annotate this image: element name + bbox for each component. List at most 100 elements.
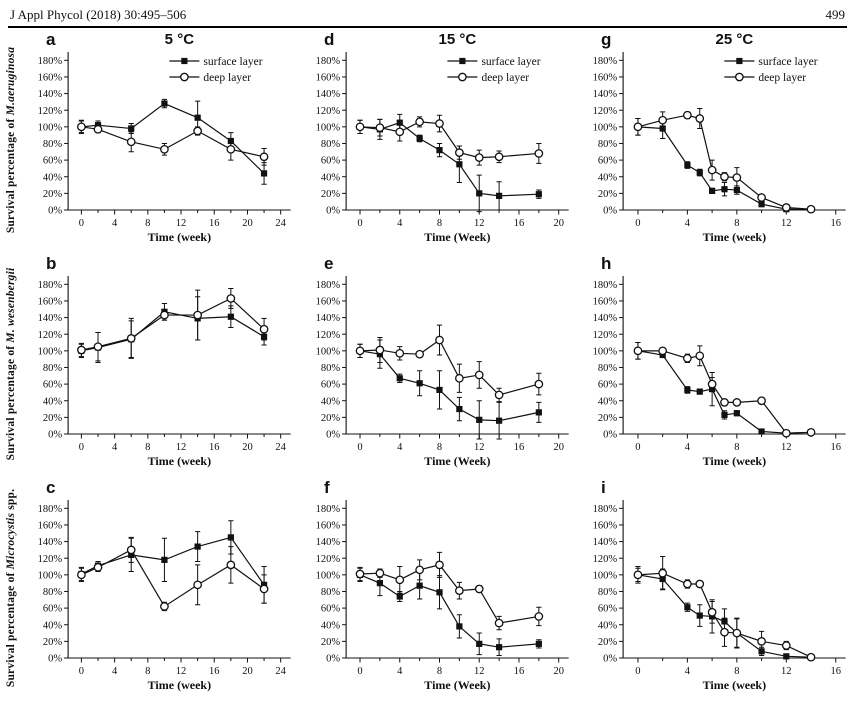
row-label-microcystis: Survival percentage of Microcystis spp. bbox=[0, 476, 22, 700]
y-axis: 0% 20% 40% 60% 80% 100% 120% 140% 160% 180% bbox=[38, 280, 69, 441]
square-marker bbox=[696, 612, 704, 619]
y-tick-label: 120% bbox=[38, 106, 63, 117]
y-tick-label: 100% bbox=[593, 346, 618, 357]
panel-letter: c bbox=[46, 478, 55, 497]
circle-marker bbox=[457, 72, 467, 82]
y-tick-label: 60% bbox=[43, 380, 63, 391]
x-tick-label: 24 bbox=[275, 442, 286, 453]
series-open-circle bbox=[355, 324, 543, 403]
x-tick-label: 8 bbox=[735, 218, 740, 229]
square-marker bbox=[260, 170, 268, 177]
y-tick-label: 80% bbox=[43, 363, 63, 374]
square-marker bbox=[194, 114, 201, 121]
circle-marker bbox=[633, 346, 643, 356]
circle-marker bbox=[683, 110, 693, 120]
square-marker bbox=[128, 125, 135, 132]
row-label-aeruginosa: Survival percentage of M.aeruginosa bbox=[0, 28, 22, 252]
circle-marker bbox=[355, 122, 365, 132]
y-tick-label: 140% bbox=[593, 313, 618, 324]
y-tick-label: 80% bbox=[598, 587, 618, 598]
page-number: 499 bbox=[825, 7, 846, 22]
series-line bbox=[359, 564, 539, 624]
x-tick-label: 16 bbox=[209, 218, 220, 229]
circle-marker bbox=[757, 193, 767, 202]
chart-panel-h: 0% 20% 40% 60% 80% 100% 120% 140% 160% 180% 0 4 8 12 1… bbox=[577, 252, 855, 476]
row-label-prefix: Survival percentage of bbox=[5, 569, 17, 688]
chart-panel-f: 0% 20% 40% 60% 80% 100% 120% 140% 160% 180% 0 4 8 12 1… bbox=[300, 476, 578, 700]
y-tick-label: 100% bbox=[38, 570, 63, 581]
circle-marker bbox=[782, 641, 791, 650]
panel-letter: f bbox=[324, 478, 330, 497]
x-axis-title: Time (Week) bbox=[424, 454, 490, 468]
square-marker bbox=[436, 589, 443, 596]
chart-i-svg: 0% 20% 40% 60% 80% 100% 120% 140% 160% 180% 0 4 8 12 1… bbox=[593, 478, 846, 692]
circle-marker bbox=[226, 294, 236, 303]
y-tick-label: 100% bbox=[38, 122, 63, 133]
x-tick-label: 0 bbox=[357, 666, 362, 677]
y-tick-label: 20% bbox=[320, 637, 340, 648]
x-tick-label: 4 bbox=[685, 666, 691, 677]
y-tick-label: 40% bbox=[598, 172, 618, 183]
x-tick-label: 8 bbox=[735, 666, 740, 677]
y-tick-label: 80% bbox=[43, 587, 63, 598]
square-marker bbox=[376, 580, 383, 587]
x-tick-label: 8 bbox=[735, 442, 740, 453]
legend: surface layer deep layer bbox=[724, 56, 818, 84]
square-marker bbox=[734, 186, 741, 194]
y-tick-label: 80% bbox=[320, 587, 340, 598]
panel-letter: i bbox=[601, 478, 606, 497]
square-marker bbox=[721, 411, 728, 418]
series-filled-square bbox=[356, 339, 542, 440]
x-tick-label: 16 bbox=[831, 666, 842, 677]
panel-letter: d bbox=[324, 30, 334, 49]
legend-label: surface layer bbox=[759, 56, 818, 68]
y-tick-label: 60% bbox=[598, 604, 618, 615]
x-tick-label: 0 bbox=[79, 442, 84, 453]
series-open-circle bbox=[355, 114, 543, 166]
circle-marker bbox=[126, 545, 136, 555]
y-tick-label: 100% bbox=[315, 346, 340, 357]
y-tick-label: 40% bbox=[320, 172, 340, 183]
y-tick-label: 0% bbox=[48, 430, 62, 441]
circle-marker bbox=[375, 345, 384, 355]
x-tick-label: 16 bbox=[513, 442, 524, 453]
x-tick-label: 16 bbox=[513, 666, 524, 677]
legend-label: deep layer bbox=[203, 72, 251, 84]
y-tick-label: 140% bbox=[315, 313, 340, 324]
axis-spines bbox=[622, 276, 846, 435]
legend: surface layer deep layer bbox=[447, 56, 540, 84]
y-tick-label: 80% bbox=[320, 139, 340, 150]
series-line bbox=[359, 122, 539, 197]
y-tick-label: 120% bbox=[38, 330, 63, 341]
series-filled-square bbox=[78, 98, 268, 185]
y-axis: 0% 20% 40% 60% 80% 100% 120% 140% 160% 180% bbox=[593, 280, 624, 441]
square-marker bbox=[455, 405, 463, 413]
chart-title: 25 °C bbox=[716, 31, 754, 48]
x-tick-label: 8 bbox=[437, 442, 442, 453]
circle-marker bbox=[434, 335, 444, 345]
chart-title: 5 °C bbox=[165, 31, 195, 48]
x-tick-label: 4 bbox=[397, 666, 403, 677]
square-marker bbox=[696, 388, 704, 395]
y-tick-label: 120% bbox=[315, 106, 340, 117]
circle-marker bbox=[226, 144, 236, 154]
row-label-species: Microcystis bbox=[5, 512, 17, 570]
square-marker bbox=[495, 417, 502, 424]
circle-marker bbox=[494, 390, 504, 400]
circle-marker bbox=[193, 580, 202, 590]
legend-label: surface layer bbox=[481, 56, 540, 68]
y-tick-label: 100% bbox=[593, 122, 618, 133]
series-line bbox=[359, 339, 539, 396]
chart-a-svg: 0% 20% 40% 60% 80% 100% 120% 140% 160% 180% 0 4 8 12 1… bbox=[38, 30, 291, 244]
y-tick-label: 0% bbox=[326, 430, 340, 441]
x-axis-title: Time (week) bbox=[148, 454, 212, 468]
circle-marker bbox=[494, 152, 504, 162]
circle-marker bbox=[735, 72, 745, 82]
chart-panel-d: 0% 20% 40% 60% 80% 100% 120% 140% 160% 180% 0 4 8 12 1… bbox=[300, 28, 578, 252]
square-marker bbox=[783, 653, 790, 660]
circle-marker bbox=[474, 370, 484, 380]
x-tick-label: 0 bbox=[636, 442, 641, 453]
legend-label: surface layer bbox=[203, 56, 262, 68]
x-tick-label: 12 bbox=[176, 442, 187, 453]
series-open-circle bbox=[633, 556, 816, 662]
